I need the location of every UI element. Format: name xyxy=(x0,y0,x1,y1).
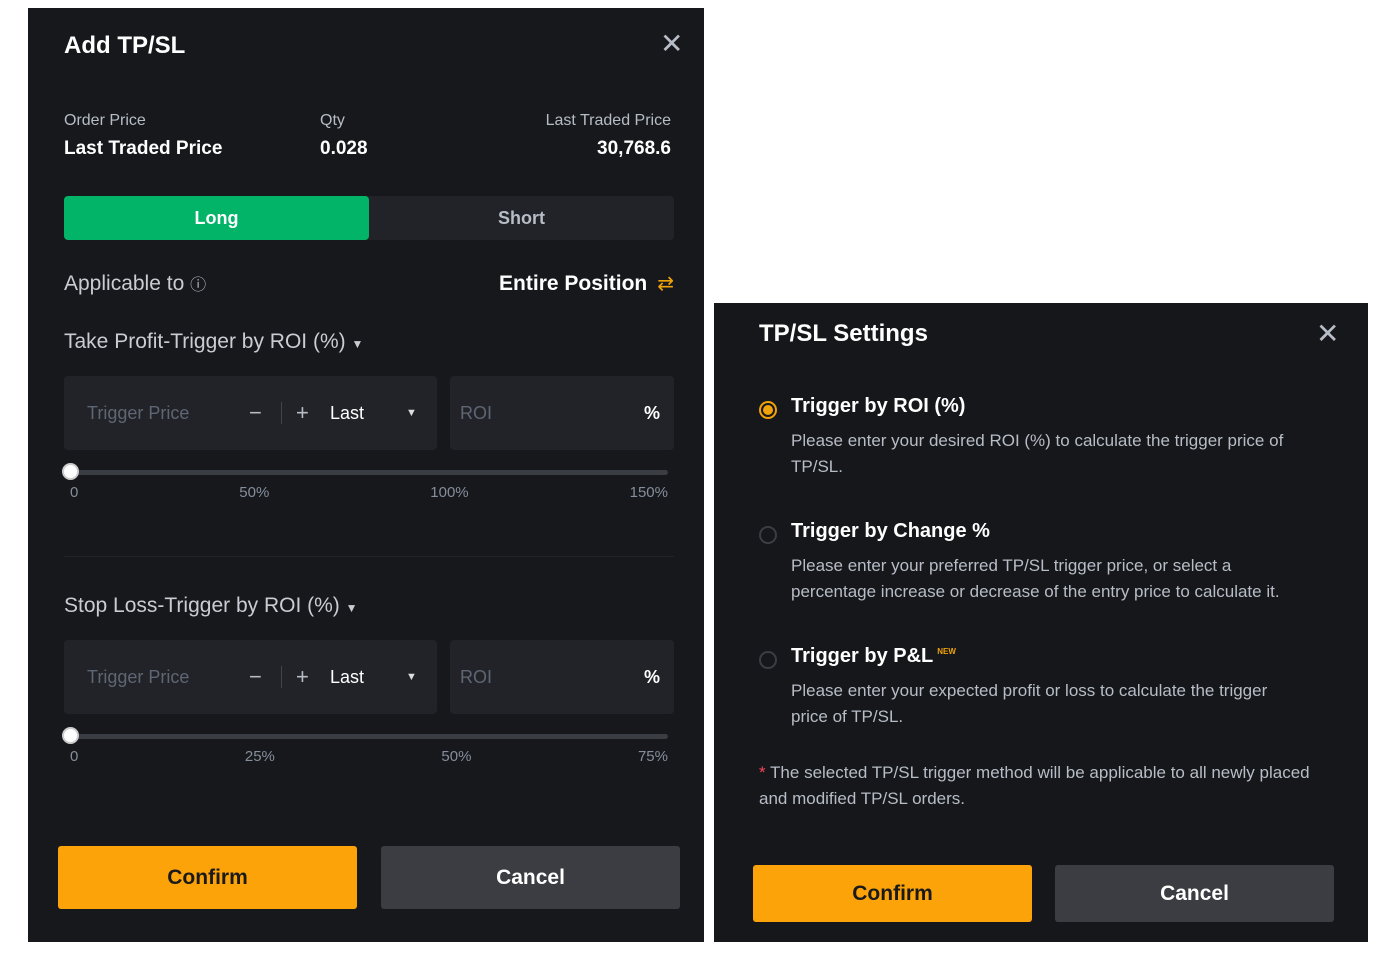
plus-icon[interactable]: + xyxy=(296,400,309,425)
tp-trigger-placeholder: Trigger Price xyxy=(87,402,190,423)
stop-loss-title-text: Stop Loss-Trigger by ROI (%) xyxy=(64,594,340,617)
percent-unit: % xyxy=(643,402,660,423)
order-price-value: Last Traded Price xyxy=(64,138,223,159)
option-desc: Please enter your expected profit or los… xyxy=(791,681,1268,726)
tick: 50% xyxy=(441,748,472,765)
close-icon[interactable]: ✕ xyxy=(1316,318,1340,349)
price-type-select[interactable]: Last xyxy=(330,666,365,687)
slider-handle[interactable] xyxy=(62,727,79,744)
sl-roi-input[interactable]: ROI % xyxy=(450,640,674,714)
required-star: * xyxy=(759,763,766,782)
qty-label: Qty xyxy=(320,112,345,129)
tp-roi-slider[interactable] xyxy=(62,463,668,480)
tp-slider-ticks: 0 50% 100% 150% xyxy=(70,484,668,501)
tick: 75% xyxy=(637,748,668,765)
stop-loss-title[interactable]: Stop Loss-Trigger by ROI (%) ▼ xyxy=(64,594,358,618)
caret-down-icon: ▼ xyxy=(406,671,417,683)
plus-icon[interactable]: + xyxy=(296,664,309,689)
add-tpsl-dialog: Add TP/SL ✕ Order Price Last Traded Pric… xyxy=(28,8,704,942)
tick: 150% xyxy=(629,484,668,501)
confirm-button[interactable]: Confirm xyxy=(753,865,1032,922)
dialog-title: TP/SL Settings xyxy=(759,320,928,347)
tick: 100% xyxy=(430,484,469,501)
divider xyxy=(281,402,282,424)
caret-down-icon: ▼ xyxy=(351,337,364,351)
applicable-text: Applicable to xyxy=(64,272,185,295)
tick: 50% xyxy=(239,484,270,501)
caret-down-icon: ▼ xyxy=(345,601,358,615)
minus-icon[interactable]: − xyxy=(249,664,262,689)
option-desc: Please enter your preferred TP/SL trigge… xyxy=(791,556,1280,601)
sl-roi-placeholder: ROI xyxy=(460,666,493,687)
sl-slider-ticks: 0 25% 50% 75% xyxy=(70,748,668,765)
note: * The selected TP/SL trigger method will… xyxy=(759,760,1319,812)
tab-long[interactable]: Long xyxy=(64,196,369,240)
tick: 0 xyxy=(70,748,79,765)
note-text: The selected TP/SL trigger method will b… xyxy=(759,763,1310,808)
side-toggle: Long Short xyxy=(64,196,674,240)
caret-down-icon: ▼ xyxy=(406,407,417,419)
take-profit-title[interactable]: Take Profit-Trigger by ROI (%) ▼ xyxy=(64,330,363,354)
ltp-value: 30,768.6 xyxy=(597,138,671,159)
qty-value: 0.028 xyxy=(320,138,368,159)
new-badge: NEW xyxy=(937,647,956,657)
order-price-label: Order Price xyxy=(64,112,146,129)
percent-unit: % xyxy=(643,666,660,687)
option-title[interactable]: Trigger by Change % xyxy=(791,520,990,542)
option-title[interactable]: Trigger by P&L NEW xyxy=(791,645,956,668)
tick: 0 xyxy=(70,484,79,501)
option-desc: Please enter your desired ROI (%) to cal… xyxy=(791,431,1284,476)
tpsl-settings-dialog: TP/SL Settings ✕ Trigger by ROI (%) Plea… xyxy=(714,303,1368,942)
applicable-label: Applicable to ⓘ xyxy=(64,271,206,296)
applicable-value: Entire Position xyxy=(499,271,648,295)
option-title-text: Trigger by P&L xyxy=(791,645,934,667)
radio-trigger-change[interactable] xyxy=(759,526,777,544)
option-title[interactable]: Trigger by ROI (%) xyxy=(791,395,966,417)
switch-icon[interactable]: ⇄ xyxy=(657,273,674,295)
confirm-button[interactable]: Confirm xyxy=(58,846,357,909)
tp-trigger-price-input[interactable]: Trigger Price − + Last ▼ xyxy=(64,376,437,450)
sl-roi-slider[interactable] xyxy=(62,727,668,744)
tick: 25% xyxy=(244,748,275,765)
sl-trigger-placeholder: Trigger Price xyxy=(87,666,190,687)
tp-roi-placeholder: ROI xyxy=(460,402,493,423)
take-profit-title-text: Take Profit-Trigger by ROI (%) xyxy=(64,330,346,353)
divider xyxy=(64,556,674,557)
sl-trigger-price-input[interactable]: Trigger Price − + Last ▼ xyxy=(64,640,437,714)
close-icon[interactable]: ✕ xyxy=(660,28,684,59)
radio-trigger-pnl[interactable] xyxy=(759,651,777,669)
tp-roi-input[interactable]: ROI % xyxy=(450,376,674,450)
minus-icon[interactable]: − xyxy=(249,400,262,425)
cancel-button[interactable]: Cancel xyxy=(381,846,680,909)
dialog-title: Add TP/SL xyxy=(64,32,186,59)
cancel-button[interactable]: Cancel xyxy=(1055,865,1334,922)
ltp-label: Last Traded Price xyxy=(545,112,671,129)
divider xyxy=(281,666,282,688)
tab-short[interactable]: Short xyxy=(498,207,545,228)
applicable-selector[interactable]: Entire Position ⇄ xyxy=(499,271,674,296)
slider-handle[interactable] xyxy=(62,463,79,480)
radio-trigger-roi[interactable] xyxy=(759,401,777,419)
help-icon[interactable]: ⓘ xyxy=(190,277,207,294)
price-type-select[interactable]: Last xyxy=(330,402,365,423)
